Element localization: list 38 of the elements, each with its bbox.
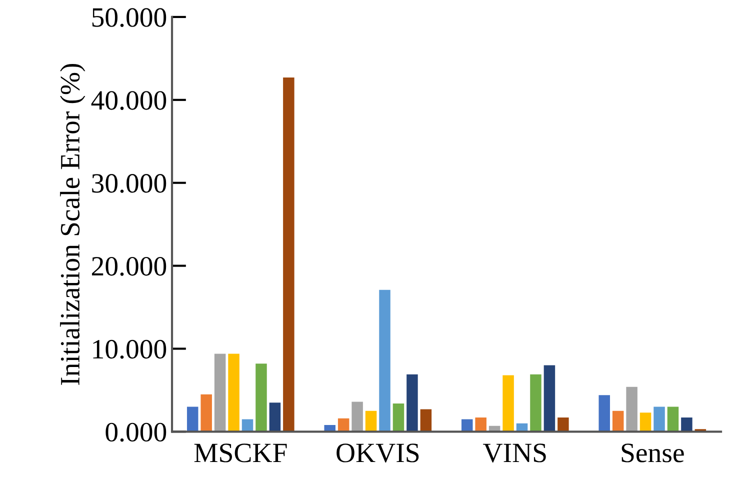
bar [475, 418, 486, 432]
bar [406, 374, 418, 432]
y-axis-title: Initialization Scale Error (%) [60, 64, 86, 385]
bar [392, 403, 404, 432]
bar [654, 406, 665, 432]
bar [365, 410, 377, 432]
bar [681, 418, 692, 432]
x-tick-label: OKVIS [336, 444, 419, 462]
bar [530, 374, 542, 432]
y-tick-label: 10.000 [93, 340, 166, 359]
bar [256, 364, 267, 432]
bar [502, 375, 514, 432]
y-tick-label: 0.000 [106, 422, 166, 442]
bar [461, 419, 473, 432]
bar [544, 365, 556, 432]
bar [228, 354, 240, 432]
bar [667, 406, 679, 432]
x-tick-label: Sense [622, 444, 684, 462]
bar [352, 402, 363, 432]
x-tick-label: VINS [483, 444, 546, 462]
y-tick-label: 20.000 [92, 256, 166, 276]
y-tick-label: 30.000 [92, 174, 166, 193]
y-tick-label: 40.000 [91, 91, 166, 110]
bar [214, 354, 226, 432]
bar [612, 410, 624, 432]
bar [186, 406, 198, 432]
bar [269, 402, 281, 432]
bar [379, 290, 390, 432]
bar [626, 386, 638, 432]
x-tick-label: MSCKF [194, 444, 287, 462]
bar [558, 418, 569, 432]
y-tick-label: 50.000 [92, 8, 166, 28]
bar [200, 394, 212, 432]
bar [242, 419, 254, 432]
bar [283, 78, 294, 432]
bar [640, 412, 652, 432]
bar [420, 409, 432, 432]
bar [598, 395, 610, 432]
